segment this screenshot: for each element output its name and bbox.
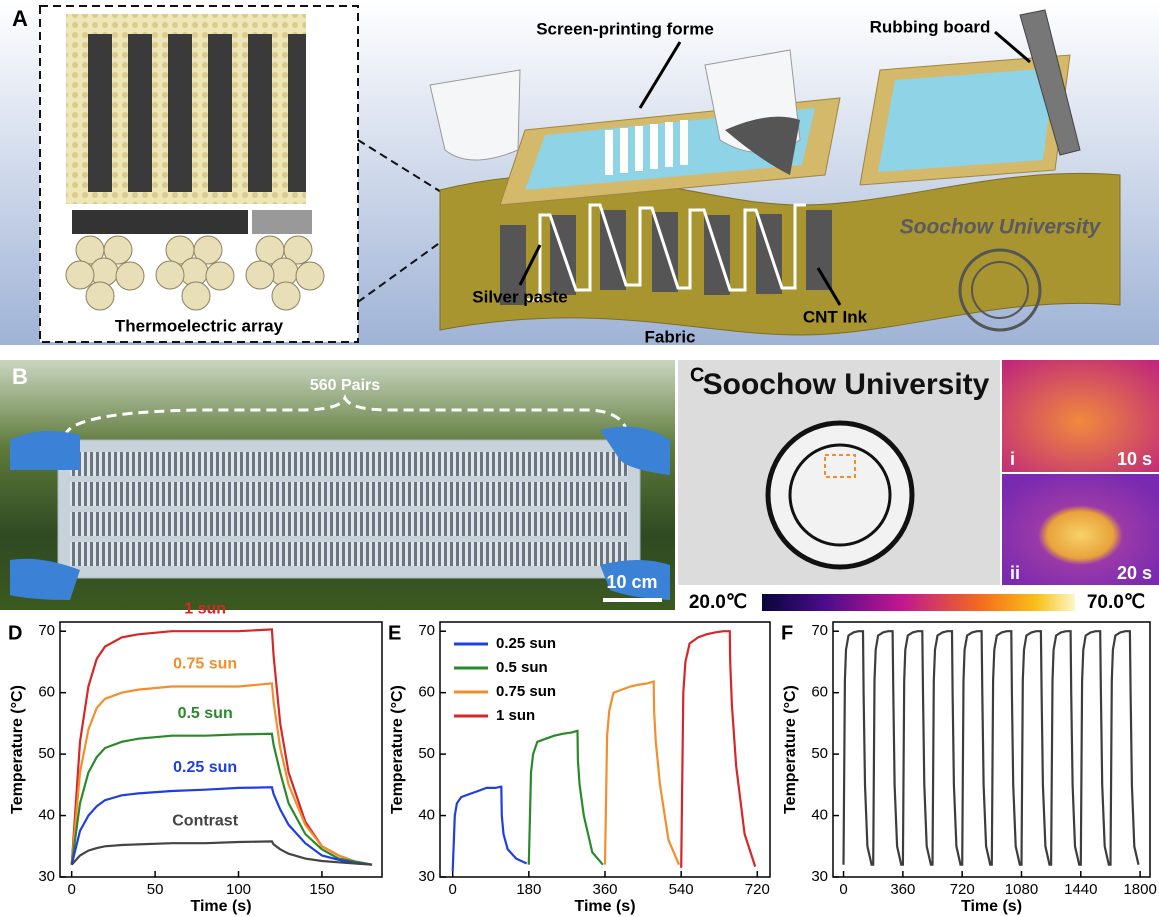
page: A Thermoelectric array Screen-printing f… — [0, 0, 1159, 917]
x-tick-label: 180 — [516, 881, 541, 898]
label: Fabric — [644, 327, 695, 346]
leg-row — [70, 542, 628, 566]
y-axis-label: Temperature (°C) — [389, 685, 406, 814]
y-tick-label: 30 — [418, 868, 435, 885]
leg-section — [72, 210, 248, 234]
rubbing-mesh — [878, 68, 1055, 172]
panel-label: B — [12, 364, 28, 389]
colorbar-min: 20.0℃ — [689, 592, 747, 613]
legend-label: 1 sun — [496, 707, 535, 724]
label: Rubbing board — [870, 17, 991, 36]
x-tick-label: 0 — [68, 881, 76, 898]
x-tick-label: 360 — [592, 881, 617, 898]
x-tick-label: 150 — [309, 881, 334, 898]
legend-label: 0.25 sun — [496, 635, 556, 652]
panel-label: F — [781, 622, 793, 644]
chart: 30 40 50 60 70 0 360 720 1080 1440 1800 Time (s) Tem… — [781, 622, 1157, 915]
x-tick-label: 1080 — [1005, 881, 1038, 898]
label: Screen-printing forme — [536, 19, 714, 38]
data-line — [681, 631, 755, 868]
series-label: 1 sun — [184, 600, 226, 617]
logo-text: Soochow University — [703, 368, 990, 401]
panel-a: A Thermoelectric array Screen-printing f… — [0, 0, 1159, 346]
glove — [10, 431, 80, 470]
x-tick-label: 540 — [669, 881, 694, 898]
y-axis-label: Temperature (°C) — [782, 685, 799, 814]
y-tick-label: 70 — [418, 622, 435, 639]
time-label: 10 s — [1117, 449, 1152, 469]
series-label: Contrast — [172, 812, 238, 829]
figure: A Thermoelectric array Screen-printing f… — [0, 0, 1159, 917]
colorbar — [762, 594, 1075, 611]
x-tick-label: 50 — [147, 881, 164, 898]
x-tick-label: 0 — [839, 881, 847, 898]
y-tick-label: 50 — [811, 745, 828, 762]
y-tick-label: 60 — [418, 684, 435, 701]
y-tick-label: 50 — [38, 745, 55, 762]
series-label: 0.25 sun — [173, 759, 237, 776]
y-tick-label: 30 — [811, 868, 828, 885]
label: Silver paste — [472, 287, 567, 306]
panel-label: D — [8, 622, 22, 644]
y-tick-label: 70 — [38, 622, 55, 639]
x-axis-label: Time (s) — [574, 898, 635, 915]
x-axis-label: Time (s) — [961, 898, 1022, 915]
chart: 30 40 50 60 70 0 50 100 150 Time (s) Temperature (… — [8, 600, 382, 915]
chart: 30 40 50 60 70 0 180 360 540 720 Time (s) Temperatu… — [388, 622, 770, 915]
data-line — [453, 787, 527, 871]
fabric-logo: Soochow University — [900, 216, 1102, 239]
data-line — [529, 731, 603, 865]
legend-label: 0.75 sun — [496, 683, 556, 700]
leg-row — [70, 452, 628, 476]
leg-row — [70, 512, 628, 536]
series-label: 0.75 sun — [173, 656, 237, 673]
y-tick-label: 50 — [418, 745, 435, 762]
y-tick-label: 40 — [38, 807, 55, 824]
image-label: ii — [1010, 563, 1020, 583]
scale-label: 10 cm — [606, 572, 657, 592]
fibers — [66, 236, 324, 310]
x-tick-label: 720 — [745, 881, 770, 898]
y-tick-label: 40 — [811, 807, 828, 824]
panel-label: E — [388, 622, 401, 644]
x-tick-label: 0 — [449, 881, 457, 898]
silver-section — [252, 210, 312, 234]
series-label: 0.5 sun — [178, 705, 233, 722]
panel-b: B 560 Pairs 10 cm — [0, 360, 675, 610]
image-label: i — [1010, 449, 1015, 469]
caption: Thermoelectric array — [115, 316, 284, 335]
x-tick-label: 720 — [950, 881, 975, 898]
colorbar-max: 70.0℃ — [1087, 592, 1145, 613]
y-tick-label: 70 — [811, 622, 828, 639]
y-tick-label: 40 — [418, 807, 435, 824]
y-tick-label: 30 — [38, 868, 55, 885]
panel-label: A — [12, 6, 28, 31]
x-tick-label: 100 — [226, 881, 251, 898]
x-tick-label: 1440 — [1064, 881, 1097, 898]
annotation: 560 Pairs — [310, 377, 380, 394]
time-label: 20 s — [1117, 563, 1152, 583]
label: CNT Ink — [803, 307, 868, 326]
legend-label: 0.5 sun — [496, 659, 548, 676]
y-tick-label: 60 — [38, 684, 55, 701]
x-axis-label: Time (s) — [190, 898, 251, 915]
x-tick-label: 360 — [890, 881, 915, 898]
x-tick-label: 1800 — [1123, 881, 1156, 898]
y-tick-label: 60 — [811, 684, 828, 701]
panel-c: C Soochow University i 10 s ii 20 s 20.0… — [678, 360, 1159, 613]
leg-row — [70, 482, 628, 506]
data-line — [844, 631, 1139, 865]
data-line — [605, 682, 679, 865]
y-axis-label: Temperature (°C) — [9, 685, 26, 814]
